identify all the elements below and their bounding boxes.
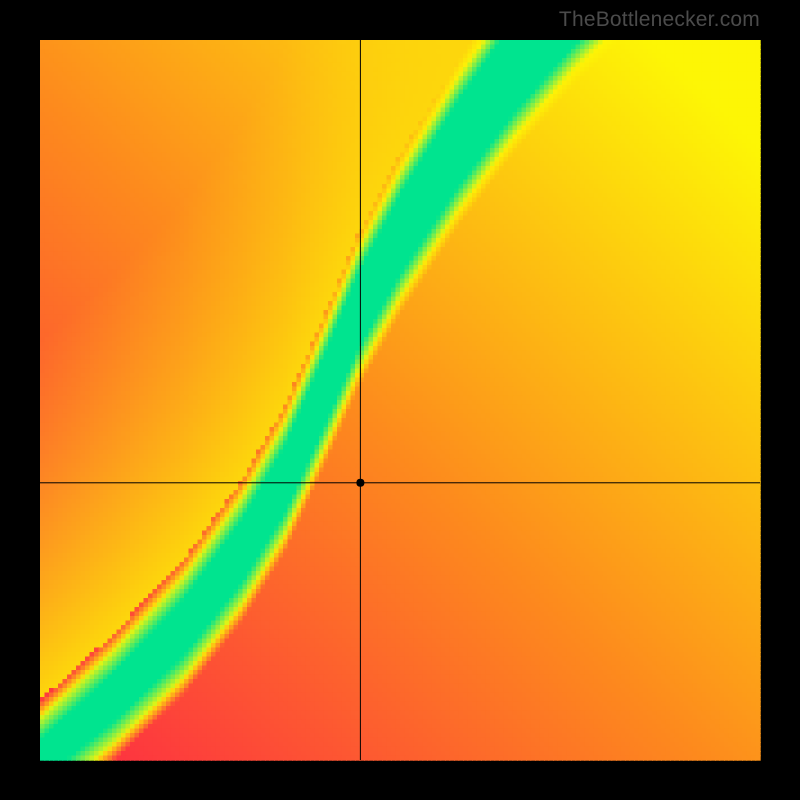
bottleneck-heatmap-canvas xyxy=(0,0,800,800)
watermark-text: TheBottlenecker.com xyxy=(559,8,760,32)
root-container: TheBottlenecker.com xyxy=(0,0,800,800)
